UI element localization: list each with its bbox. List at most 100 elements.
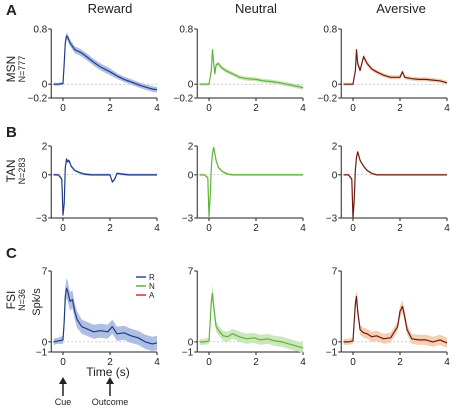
y-tick-label-msn-neutral-0: 0.8 xyxy=(179,25,193,36)
column-title-neutral: Neutral xyxy=(235,1,277,16)
x-tick-label-msn-reward-0: 0 xyxy=(60,103,66,114)
series-line-tan-neutral xyxy=(199,146,303,218)
series-line-fsi-aversive xyxy=(343,295,448,344)
column-title-reward: Reward xyxy=(88,1,133,16)
x-tick-label-tan-aversive-2: 4 xyxy=(444,223,450,234)
panel-fsi-aversive: 70−10 2 4 xyxy=(326,267,450,369)
error-band-tan-reward xyxy=(53,157,157,218)
x-tick-label-tan-neutral-2: 4 xyxy=(300,223,306,234)
cue-label: Cue xyxy=(55,397,72,407)
x-tick-label-msn-aversive-0: 0 xyxy=(350,103,356,114)
y-tick-label-fsi-neutral-1: 0 xyxy=(188,337,194,348)
y-tick-label-fsi-reward-0: 7 xyxy=(42,267,48,278)
x-tick-label-msn-neutral-2: 4 xyxy=(300,103,306,114)
x-tick-label-msn-neutral-0: 0 xyxy=(206,103,212,114)
panel-msn-aversive: 0.8 0 −0.2 0 2 4 xyxy=(318,25,451,115)
outcome-label: Outcome xyxy=(92,397,129,407)
panel-tan-reward: 2 0 −3 0 2 4 xyxy=(36,142,160,235)
error-band-fsi-aversive xyxy=(343,289,447,348)
panel-letter-a: A xyxy=(6,2,17,19)
legend-label-r: R xyxy=(149,273,155,282)
x-tick-label-msn-reward-1: 2 xyxy=(107,103,113,114)
y-tick-label-fsi-aversive-2: −1 xyxy=(326,348,338,359)
y-tick-label-msn-aversive-0: 0.8 xyxy=(323,25,337,36)
y-tick-label-fsi-reward-1: 0 xyxy=(42,337,48,348)
x-tick-label-msn-neutral-1: 2 xyxy=(253,103,259,114)
legend: R N A xyxy=(136,273,155,300)
x-tick-label-msn-aversive-2: 4 xyxy=(444,103,450,114)
y-tick-label-fsi-aversive-1: 0 xyxy=(332,337,338,348)
series-line-msn-aversive xyxy=(343,49,448,85)
error-band-tan-aversive xyxy=(343,150,447,221)
panel-msn-reward: 0.8 0 −0.2 0 2 4 xyxy=(28,25,161,115)
y-tick-label-fsi-reward-2: −1 xyxy=(36,348,48,359)
panel-tan-neutral: 2 0 −3 0 2 4 xyxy=(182,142,306,235)
column-title-aversive: Aversive xyxy=(376,1,426,16)
y-tick-label-msn-aversive-1: 0 xyxy=(332,80,338,91)
y-axis-label: Spk/s xyxy=(31,288,43,316)
x-tick-label-fsi-aversive-2: 4 xyxy=(444,357,450,368)
y-tick-label-tan-neutral-1: 0 xyxy=(188,170,194,181)
row-label-msn: MSN xyxy=(4,56,18,83)
panel-letter-c: C xyxy=(6,245,17,262)
y-tick-label-msn-reward-2: −0.2 xyxy=(28,94,48,105)
legend-label-a: A xyxy=(149,291,155,300)
y-tick-label-msn-reward-0: 0.8 xyxy=(33,25,47,36)
panel-letter-b: B xyxy=(6,124,17,141)
row-n-msn: N=777 xyxy=(17,56,27,83)
x-tick-label-tan-aversive-1: 2 xyxy=(397,223,403,234)
y-tick-label-msn-neutral-1: 0 xyxy=(188,80,194,91)
x-tick-label-fsi-aversive-0: 0 xyxy=(350,357,356,368)
panel-msn-neutral: 0.8 0 −0.2 0 2 4 xyxy=(174,25,307,115)
series-line-tan-aversive xyxy=(343,151,447,219)
y-tick-label-msn-neutral-2: −0.2 xyxy=(174,94,194,105)
x-tick-label-tan-neutral-0: 0 xyxy=(206,223,212,234)
panel-fsi-reward: 70−10 2 4 xyxy=(36,267,160,369)
x-tick-label-fsi-neutral-0: 0 xyxy=(206,357,212,368)
y-tick-label-tan-aversive-1: 0 xyxy=(332,170,338,181)
row-n-fsi: N=36 xyxy=(17,289,27,311)
y-tick-label-tan-aversive-0: 2 xyxy=(332,142,338,153)
cue-arrow xyxy=(59,377,67,396)
row-label-tan: TAN xyxy=(4,159,18,182)
y-tick-label-msn-reward-1: 0 xyxy=(42,80,48,91)
outcome-arrow xyxy=(106,377,114,396)
x-tick-label-msn-reward-2: 4 xyxy=(154,103,160,114)
x-axis-label: Time (s) xyxy=(86,365,130,379)
x-tick-label-fsi-reward-2: 4 xyxy=(154,357,160,368)
legend-label-n: N xyxy=(149,282,155,291)
x-tick-label-tan-neutral-1: 2 xyxy=(253,223,259,234)
y-tick-label-fsi-aversive-0: 7 xyxy=(332,267,338,278)
x-tick-label-fsi-aversive-1: 2 xyxy=(397,357,403,368)
y-tick-label-tan-reward-0: 2 xyxy=(42,142,48,153)
panel-tan-aversive: 2 0 −3 0 2 4 xyxy=(326,142,450,235)
y-tick-label-fsi-neutral-0: 7 xyxy=(188,267,194,278)
y-tick-label-msn-aversive-2: −0.2 xyxy=(318,94,338,105)
row-n-tan: N=283 xyxy=(17,158,27,185)
series-line-msn-neutral xyxy=(199,49,304,89)
y-tick-label-tan-neutral-2: −3 xyxy=(182,214,194,225)
error-band-fsi-reward xyxy=(53,278,157,351)
x-tick-label-tan-reward-1: 2 xyxy=(107,223,113,234)
series-line-msn-reward xyxy=(53,35,158,91)
y-tick-label-fsi-neutral-2: −1 xyxy=(182,348,194,359)
x-tick-label-tan-reward-2: 4 xyxy=(154,223,160,234)
row-label-fsi: FSI xyxy=(4,291,18,310)
x-tick-label-fsi-neutral-1: 2 xyxy=(253,357,259,368)
x-tick-label-msn-aversive-1: 2 xyxy=(397,103,403,114)
y-tick-label-tan-aversive-2: −3 xyxy=(326,214,338,225)
x-tick-label-tan-aversive-0: 0 xyxy=(350,223,356,234)
x-tick-label-fsi-neutral-2: 4 xyxy=(300,357,306,368)
y-tick-label-tan-reward-2: −3 xyxy=(36,214,48,225)
error-band-msn-reward xyxy=(53,32,157,93)
y-tick-label-tan-neutral-0: 2 xyxy=(188,142,194,153)
panel-fsi-neutral: 70−10 2 4 xyxy=(182,267,306,369)
series-line-tan-reward xyxy=(53,158,157,216)
x-tick-label-fsi-reward-1: 2 xyxy=(107,357,113,368)
y-tick-label-tan-reward-1: 0 xyxy=(42,170,48,181)
series-line-fsi-reward xyxy=(53,287,158,345)
x-tick-label-tan-reward-0: 0 xyxy=(60,223,66,234)
panels: 0.8 0 −0.2 0 2 4 0.8 0 −0.2 0 2 4 0.8 0 −0.2 0 2 4 2 0 −3 0 2 4… xyxy=(28,25,451,369)
series-line-fsi-neutral xyxy=(199,292,304,349)
